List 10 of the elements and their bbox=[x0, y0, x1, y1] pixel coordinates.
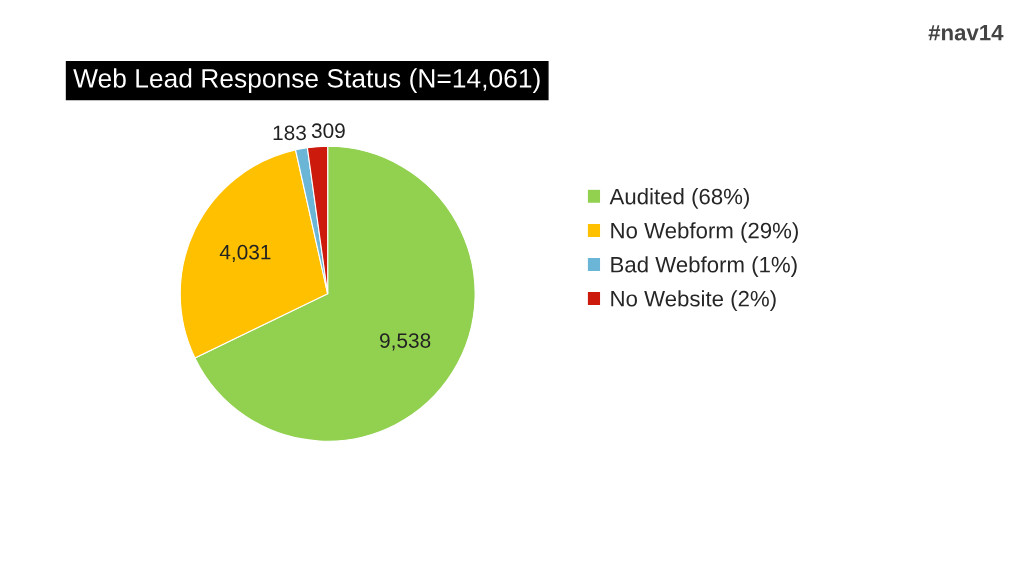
text: #nav14 bbox=[928, 25, 1004, 41]
legend-label: No Webform (29%) bbox=[611, 222, 798, 243]
legend-label: Bad Webform (1%) bbox=[611, 256, 797, 277]
legend-label: Audited (68%) bbox=[609, 188, 749, 209]
chart-title: Web Lead Response Status (N=14,061) bbox=[73, 68, 540, 93]
data-label: 309 bbox=[311, 123, 345, 139]
data-label: 183 bbox=[273, 125, 306, 141]
data-label: 9,538 bbox=[380, 333, 431, 351]
data-label: 4,031 bbox=[219, 244, 271, 263]
legend-label: No Website (2%) bbox=[611, 290, 776, 311]
